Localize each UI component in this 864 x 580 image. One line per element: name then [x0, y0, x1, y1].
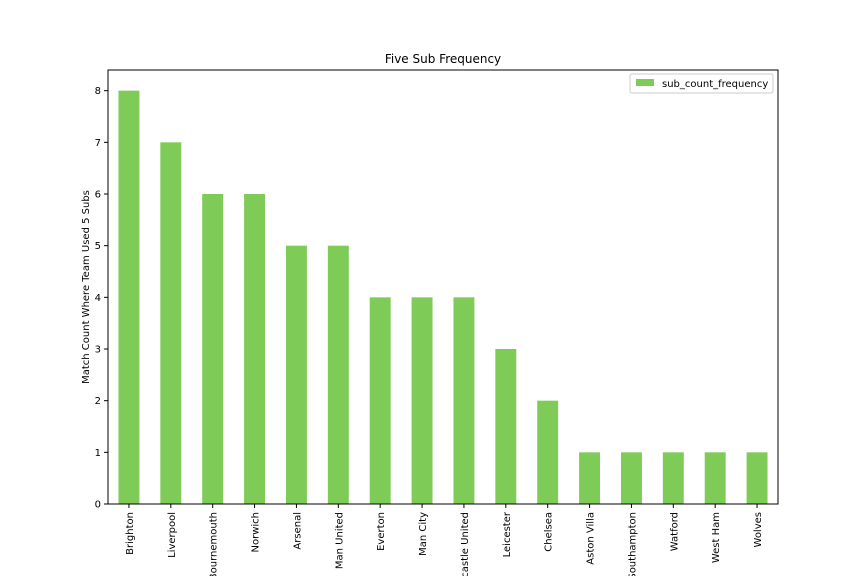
y-tick-label: 2 — [95, 396, 101, 407]
y-tick-label: 8 — [95, 86, 101, 97]
legend-box — [629, 73, 774, 94]
x-tick-label: Watford — [669, 512, 680, 551]
legend-swatch — [636, 79, 654, 86]
bar-newcastle-united — [453, 297, 475, 504]
x-tick-label: Southampton — [627, 512, 638, 576]
chart-title: Five Sub Frequency — [385, 52, 501, 66]
x-tick-label: Man United — [334, 512, 345, 569]
x-tick-label: Bournemouth — [209, 512, 220, 576]
x-tick-label: Norwich — [251, 512, 262, 553]
plot-frame — [107, 69, 779, 505]
x-tick-label: Chelsea — [544, 512, 555, 552]
bar-leicester — [495, 349, 517, 504]
bar-wolves — [746, 452, 768, 504]
bar-watford — [662, 452, 684, 504]
bar-man-united — [327, 245, 349, 504]
bar-everton — [369, 297, 391, 504]
y-tick-label: 3 — [95, 345, 101, 356]
x-tick-label: Arsenal — [292, 512, 303, 550]
x-tick-label: Liverpool — [167, 512, 178, 558]
y-tick-label: 0 — [95, 500, 101, 511]
x-tick-label: West Ham — [711, 512, 722, 563]
x-tick-label: Man City — [418, 512, 429, 556]
bars-group — [118, 90, 768, 505]
bar-man-city — [411, 297, 433, 504]
bar-aston-villa — [579, 452, 601, 504]
y-tick-label: 6 — [95, 190, 101, 201]
bar-chelsea — [537, 400, 559, 504]
bar-norwich — [244, 194, 266, 504]
x-tick-label: Leicester — [502, 511, 513, 557]
bar-bournemouth — [202, 194, 224, 504]
bar-west-ham — [704, 452, 726, 504]
y-axis-ticks: 0 1 2 3 4 5 6 7 8 — [95, 86, 108, 511]
bar-arsenal — [285, 245, 307, 504]
bar-brighton — [118, 90, 140, 505]
y-tick-label: 7 — [95, 138, 101, 149]
y-tick-label: 1 — [95, 448, 101, 459]
x-tick-label: Brighton — [125, 512, 136, 555]
bar-liverpool — [160, 142, 182, 505]
bar-southampton — [620, 452, 642, 504]
x-tick-label: Everton — [376, 512, 387, 551]
y-tick-label: 4 — [95, 293, 101, 304]
x-tick-label: Wolves — [753, 512, 764, 547]
x-axis-ticks: Brighton Liverpool Bournemouth Norwich Arsen… — [125, 504, 764, 580]
legend-label: sub_count_frequency — [662, 79, 768, 90]
legend: sub_count_frequency — [629, 73, 774, 94]
x-tick-label: Aston Villa — [586, 512, 597, 565]
y-axis-label: Match Count Where Team Used 5 Subs — [81, 190, 92, 384]
y-tick-label: 5 — [95, 241, 101, 252]
x-tick-label: Newcastle United — [460, 512, 471, 576]
